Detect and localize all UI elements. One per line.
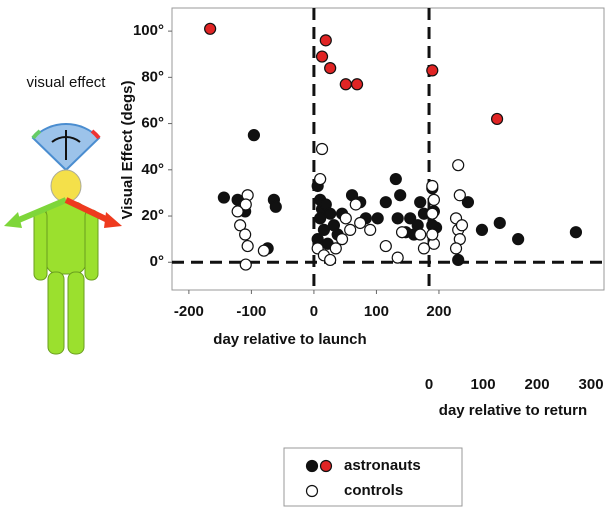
point bbox=[427, 65, 438, 76]
point bbox=[315, 174, 326, 185]
legend-label: controls bbox=[344, 482, 403, 499]
leg bbox=[68, 272, 84, 354]
point bbox=[513, 234, 524, 245]
torso bbox=[46, 202, 86, 274]
point bbox=[427, 229, 438, 240]
point bbox=[570, 227, 581, 238]
head bbox=[51, 170, 81, 202]
point bbox=[240, 229, 251, 240]
point bbox=[345, 224, 356, 235]
y-tick-label: 40° bbox=[141, 161, 164, 178]
point bbox=[218, 192, 229, 203]
point bbox=[428, 194, 439, 205]
point bbox=[454, 190, 465, 201]
point bbox=[325, 208, 336, 219]
y-tick-label: 100° bbox=[133, 22, 164, 39]
legend-marker bbox=[307, 486, 318, 497]
x-tick-label: 200 bbox=[525, 376, 550, 393]
arm bbox=[34, 210, 47, 280]
point bbox=[365, 224, 376, 235]
x-tick-label: 0 bbox=[425, 376, 433, 393]
point bbox=[317, 144, 328, 155]
point bbox=[380, 197, 391, 208]
point bbox=[415, 229, 426, 240]
point bbox=[240, 259, 251, 270]
y-tick-label: 20° bbox=[141, 207, 164, 224]
figure-illustration: visual effect bbox=[4, 74, 122, 354]
point bbox=[451, 243, 462, 254]
y-axis-label: Visual Effect (degs) bbox=[119, 81, 136, 220]
point bbox=[258, 245, 269, 256]
point bbox=[453, 160, 464, 171]
point bbox=[372, 213, 383, 224]
point bbox=[337, 234, 348, 245]
point bbox=[392, 252, 403, 263]
point bbox=[355, 217, 366, 228]
point bbox=[340, 213, 351, 224]
point bbox=[317, 51, 328, 62]
point bbox=[352, 79, 363, 90]
x-tick-label: 100 bbox=[364, 303, 389, 320]
point bbox=[392, 213, 403, 224]
point bbox=[453, 254, 464, 265]
arm bbox=[85, 210, 98, 280]
point bbox=[315, 213, 326, 224]
x-tick-label: -100 bbox=[236, 303, 266, 320]
legend-label: astronauts bbox=[344, 457, 421, 474]
x-tick-label: 300 bbox=[579, 376, 604, 393]
point bbox=[248, 130, 259, 141]
leg bbox=[48, 272, 64, 354]
point bbox=[427, 180, 438, 191]
point bbox=[397, 227, 408, 238]
point bbox=[427, 208, 438, 219]
point bbox=[325, 254, 336, 265]
x-axis-label: day relative to launch bbox=[213, 331, 366, 348]
y-tick-label: 60° bbox=[141, 115, 164, 132]
point bbox=[476, 224, 487, 235]
point bbox=[380, 241, 391, 252]
x-tick-label: 100 bbox=[471, 376, 496, 393]
y-tick-label: 80° bbox=[141, 68, 164, 85]
x-tick-label: 200 bbox=[426, 303, 451, 320]
chart: visual effect Visual Effect (degs) day r… bbox=[0, 0, 614, 507]
point bbox=[232, 206, 243, 217]
point bbox=[325, 63, 336, 74]
y-tick-label: 0° bbox=[150, 253, 164, 270]
legend-marker bbox=[321, 461, 332, 472]
point bbox=[242, 241, 253, 252]
x-tick-label: 0 bbox=[310, 303, 318, 320]
point bbox=[205, 23, 216, 34]
point bbox=[350, 199, 361, 210]
point bbox=[270, 201, 281, 212]
arrow-head bbox=[4, 212, 22, 228]
point bbox=[418, 243, 429, 254]
point bbox=[494, 217, 505, 228]
point bbox=[456, 220, 467, 231]
figure-label: visual effect bbox=[27, 74, 107, 91]
point bbox=[340, 79, 351, 90]
point bbox=[415, 197, 426, 208]
point bbox=[395, 190, 406, 201]
point bbox=[320, 35, 331, 46]
x-tick-label: -200 bbox=[174, 303, 204, 320]
point bbox=[390, 174, 401, 185]
x-axis-label: day relative to return bbox=[439, 402, 587, 419]
point bbox=[492, 113, 503, 124]
legend-marker bbox=[307, 461, 318, 472]
